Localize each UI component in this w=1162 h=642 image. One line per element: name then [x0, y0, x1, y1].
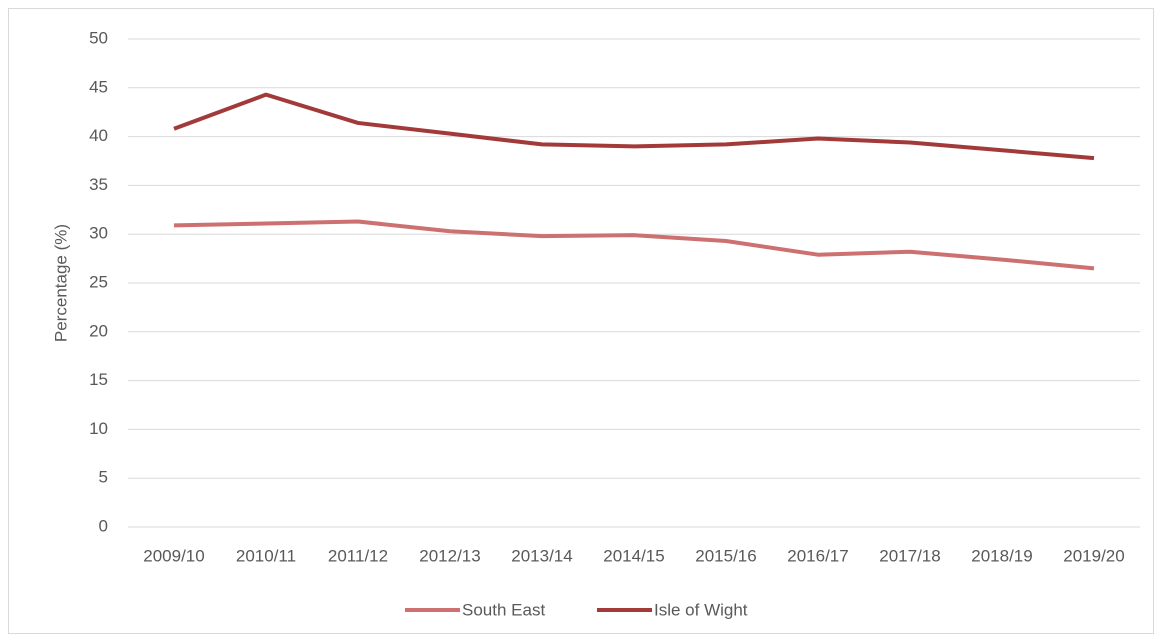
legend-label: Isle of Wight: [654, 600, 748, 619]
y-tick-label: 0: [99, 516, 108, 535]
x-tick-label: 2019/20: [1063, 546, 1124, 565]
y-tick-label: 50: [89, 28, 108, 47]
x-tick-label: 2013/14: [511, 546, 572, 565]
legend-label: South East: [462, 600, 545, 619]
chart-frame: [8, 8, 1154, 634]
y-tick-label: 40: [89, 126, 108, 145]
y-tick-label: 30: [89, 224, 108, 243]
series-line: [173, 92, 1095, 161]
x-tick-label: 2015/16: [695, 546, 756, 565]
y-tick-label: 15: [89, 370, 108, 389]
y-tick-label: 10: [89, 419, 108, 438]
y-axis-label: Percentage (%): [51, 224, 70, 342]
x-tick-label: 2009/10: [143, 546, 204, 565]
x-tick-label: 2018/19: [971, 546, 1032, 565]
y-tick-label: 35: [89, 175, 108, 194]
y-tick-label: 5: [99, 468, 108, 487]
y-tick-label: 45: [89, 77, 108, 96]
y-tick-label: 20: [89, 321, 108, 340]
x-tick-label: 2012/13: [419, 546, 480, 565]
y-tick-label: 25: [89, 272, 108, 291]
x-tick-label: 2017/18: [879, 546, 940, 565]
x-tick-label: 2014/15: [603, 546, 664, 565]
series-line: [173, 219, 1095, 271]
x-tick-label: 2011/12: [328, 546, 388, 565]
x-tick-label: 2010/11: [236, 546, 296, 565]
x-tick-label: 2016/17: [787, 546, 848, 565]
